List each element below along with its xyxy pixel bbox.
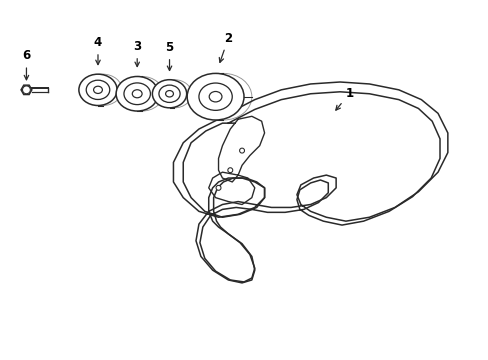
Circle shape bbox=[239, 148, 244, 153]
Ellipse shape bbox=[132, 90, 142, 98]
Circle shape bbox=[22, 86, 30, 94]
Text: 3: 3 bbox=[133, 40, 141, 67]
Text: 6: 6 bbox=[22, 49, 31, 80]
Text: 4: 4 bbox=[94, 36, 102, 64]
Ellipse shape bbox=[165, 91, 173, 97]
Text: 5: 5 bbox=[165, 41, 173, 71]
Ellipse shape bbox=[93, 86, 102, 94]
Ellipse shape bbox=[199, 83, 232, 111]
Ellipse shape bbox=[79, 74, 117, 105]
Ellipse shape bbox=[116, 76, 158, 111]
Ellipse shape bbox=[159, 85, 180, 103]
Text: 1: 1 bbox=[335, 87, 353, 110]
Ellipse shape bbox=[209, 91, 222, 102]
Circle shape bbox=[216, 185, 221, 190]
Circle shape bbox=[227, 168, 232, 173]
Text: 2: 2 bbox=[219, 32, 232, 62]
Ellipse shape bbox=[187, 73, 244, 120]
Ellipse shape bbox=[86, 80, 109, 99]
Ellipse shape bbox=[123, 83, 150, 105]
Ellipse shape bbox=[152, 80, 186, 108]
